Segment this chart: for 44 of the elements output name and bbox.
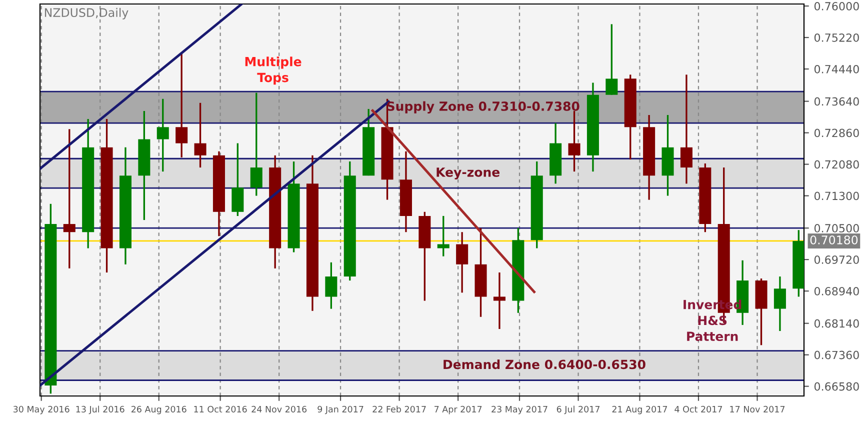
- candlestick: [606, 23, 618, 96]
- x-tick-label: 21 Aug 2017: [612, 406, 667, 414]
- x-tick-label: 30 May 2016: [13, 406, 70, 414]
- x-tick-label: 23 May 2017: [492, 406, 548, 414]
- x-tick-label: 9 Jan 2017: [318, 406, 364, 414]
- ref-line-label: 0.70180: [810, 235, 858, 244]
- band-label: Key-zone: [436, 168, 500, 180]
- y-tick-label: 0.68140: [814, 319, 859, 328]
- candlestick: [250, 92, 262, 197]
- annotation: Multiple Tops: [245, 56, 302, 85]
- x-tick-label: 13 Jul 2016: [76, 406, 124, 414]
- x-tick-label: 22 Feb 2017: [372, 406, 426, 412]
- y-tick-label: 0.70500: [814, 224, 859, 232]
- candlestick: [156, 98, 169, 172]
- y-tick-label: 0.72860: [814, 128, 859, 138]
- y-tick-label: 0.66580: [814, 382, 859, 391]
- candlestick: [568, 110, 580, 172]
- y-tick-label: 0.67360: [814, 350, 859, 360]
- x-tick-label: 26 Aug 2016: [131, 406, 186, 414]
- candlestick: [437, 215, 450, 258]
- y-tick-label: 0.74440: [814, 64, 859, 74]
- y-tick-label: 0.76000: [814, 2, 859, 10]
- candlestick: [325, 262, 338, 310]
- x-tick-label: 7 Apr 2017: [434, 406, 482, 414]
- candlestick: [176, 52, 188, 158]
- x-tick-label: 4 Oct 2017: [674, 406, 722, 412]
- candlestick: [63, 128, 76, 270]
- y-tick-label: 0.75220: [814, 33, 859, 42]
- y-tick-label: 0.71300: [814, 192, 859, 200]
- y-tick-label: 0.68940: [814, 287, 859, 296]
- candlestick: [194, 102, 206, 168]
- y-tick-label: 0.69720: [814, 256, 859, 264]
- x-tick-label: 6 Jul 2017: [556, 406, 600, 414]
- band-label: Demand Zone 0.6400-0.6530: [444, 359, 646, 370]
- candlestick: [493, 272, 506, 330]
- x-tick-label: 17 Nov 2017: [730, 406, 785, 412]
- y-tick-label: 0.73640: [814, 97, 859, 106]
- x-tick-label: 24 Nov 2016: [252, 406, 307, 412]
- candlestick: [680, 74, 692, 184]
- candlestick: [774, 276, 786, 332]
- candlestick: [456, 231, 468, 294]
- y-tick-label: 0.72080: [814, 160, 859, 169]
- x-tick-label: 11 Oct 2016: [194, 406, 247, 412]
- chart-title: NZDUSD,Daily: [44, 8, 128, 20]
